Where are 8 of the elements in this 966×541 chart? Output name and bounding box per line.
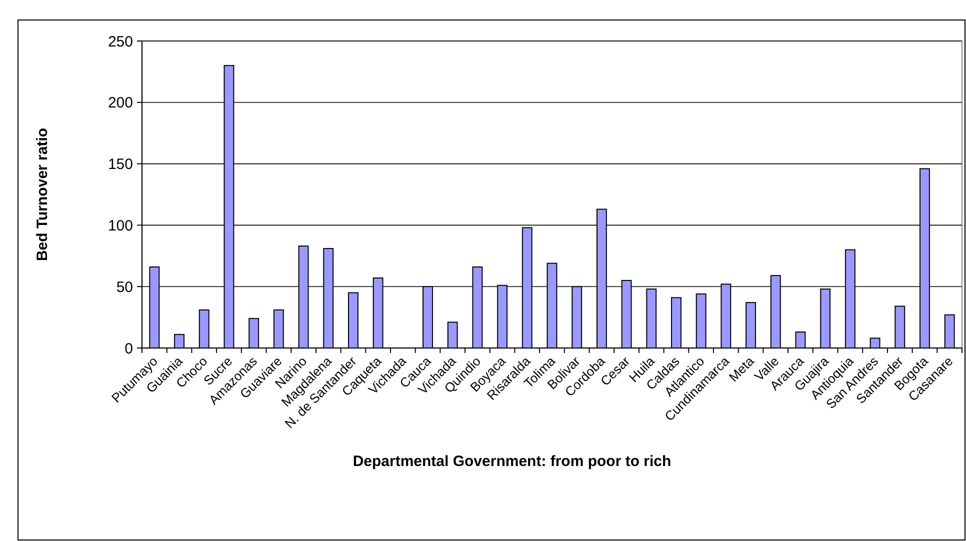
y-tick-label: 100	[108, 217, 133, 234]
y-tick-label: 250	[108, 33, 133, 50]
y-tick-label: 200	[108, 94, 133, 112]
y-tick-label: 50	[116, 278, 133, 296]
x-axis-title: Departmental Government: from poor to rich	[352, 453, 672, 470]
y-axis-title: Bed Turnover ratio	[34, 128, 51, 262]
y-tick-label: 150	[108, 156, 133, 174]
y-tick-label: 0	[124, 340, 133, 358]
